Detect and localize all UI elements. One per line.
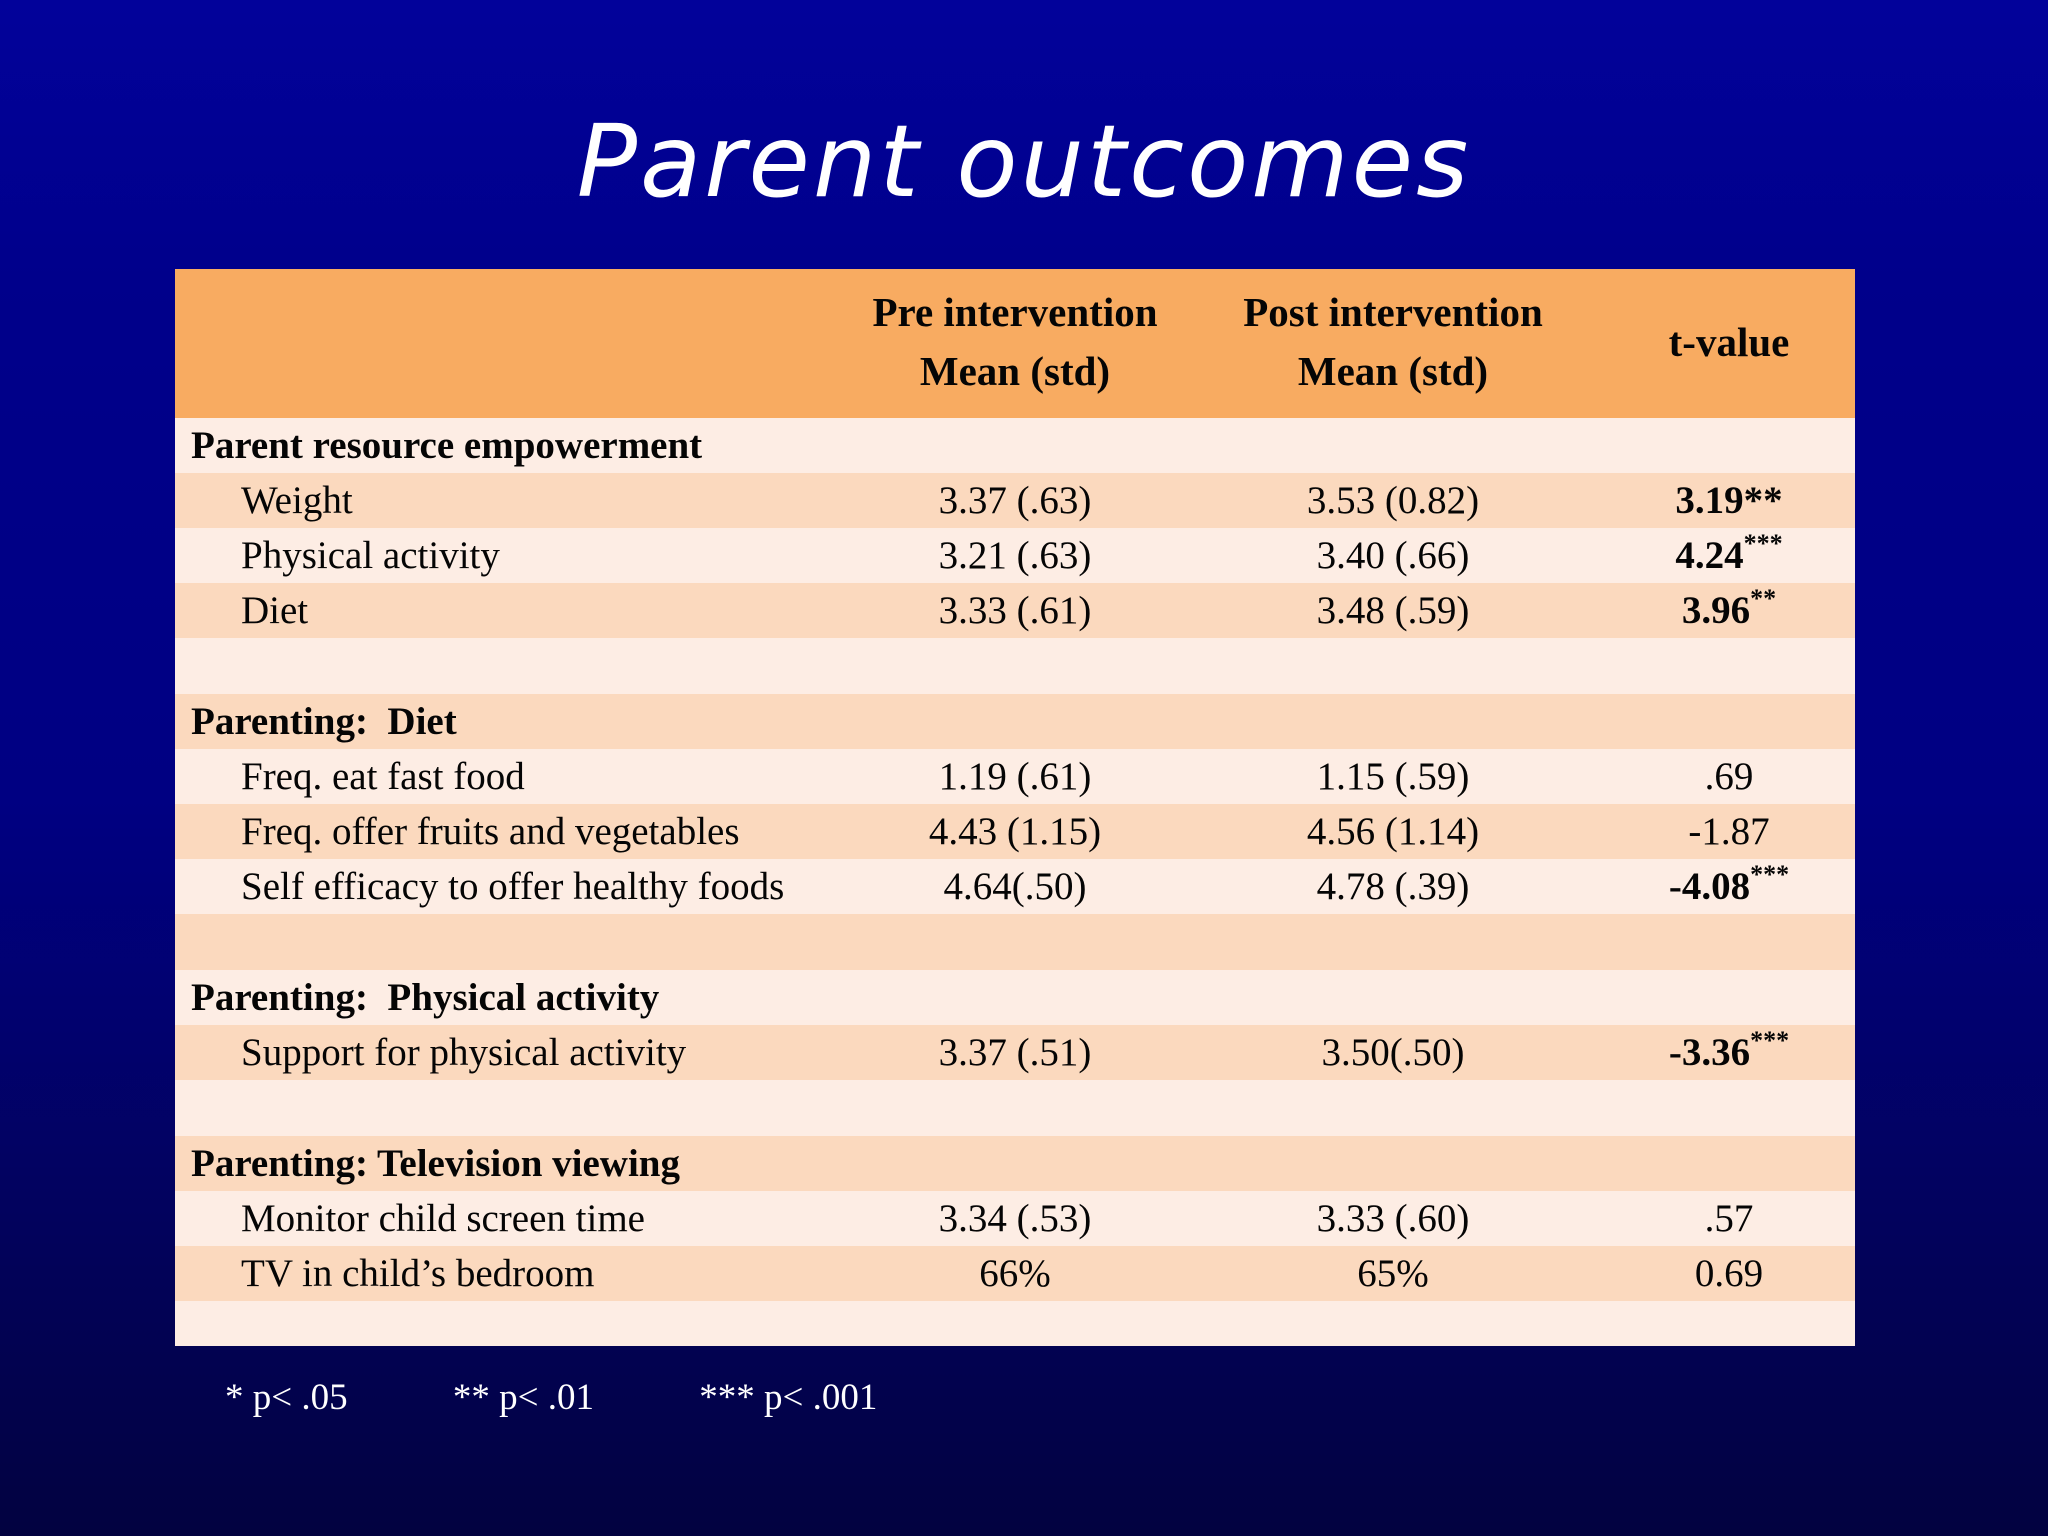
pre-mean-cell: 4.43 (1.15) xyxy=(928,809,1102,853)
table-row: Diet 3.33 (.61) 3.48 (.59) 3.96** xyxy=(175,582,1855,638)
spacer-thin-row xyxy=(175,1300,1855,1346)
pre-mean-cell: 3.21 (.63) xyxy=(938,533,1092,577)
table-body: Parent resource empowerment Weight 3.37 (.… xyxy=(175,417,1855,1346)
header-pre-intervention: Pre intervention Mean (std) xyxy=(847,269,1183,418)
table-header-row: Pre intervention Mean (std) Post interve… xyxy=(175,269,1855,418)
pre-mean-cell: 3.33 (.61) xyxy=(938,588,1092,632)
spacer-row xyxy=(175,1079,1855,1136)
measure-label: Support for physical activity xyxy=(241,1030,687,1074)
pre-mean-cell: 1.19 (.61) xyxy=(938,754,1092,798)
table-row: TV in child’s bedroom 66% 65% 0.69 xyxy=(175,1245,1855,1301)
significance-stars: *** xyxy=(1750,1025,1790,1055)
section-row: Parenting: Diet xyxy=(175,693,1855,749)
t-value-cell: .69 xyxy=(1704,754,1754,798)
post-mean-cell: 3.40 (.66) xyxy=(1316,533,1470,577)
footnote-p001: *** p< .001 xyxy=(699,1376,878,1418)
outcomes-table-container: Pre intervention Mean (std) Post interve… xyxy=(175,269,1855,1346)
spacer-row xyxy=(175,637,1855,694)
spacer-row xyxy=(175,913,1855,970)
pre-mean-cell: 3.34 (.53) xyxy=(938,1196,1092,1240)
post-mean-cell: 3.33 (.60) xyxy=(1316,1196,1470,1240)
pre-mean-cell: 3.37 (.51) xyxy=(938,1030,1092,1074)
post-mean-cell: 4.56 (1.14) xyxy=(1306,809,1480,853)
t-value-cell: -4.08*** xyxy=(1668,859,1790,908)
t-value-cell: 0.69 xyxy=(1694,1251,1764,1295)
t-value-cell: -3.36*** xyxy=(1668,1025,1790,1074)
table-row: Support for physical activity 3.37 (.51) 3… xyxy=(175,1024,1855,1080)
section-row: Parenting: Physical activity xyxy=(175,969,1855,1025)
post-mean-cell: 3.50(.50) xyxy=(1321,1030,1465,1074)
measure-label: Physical activity xyxy=(241,533,500,577)
header-empty-cell xyxy=(175,269,847,418)
measure-label: TV in child’s bedroom xyxy=(241,1251,595,1295)
pre-mean-cell: 3.37 (.63) xyxy=(938,478,1092,522)
t-value-cell: .57 xyxy=(1704,1196,1754,1240)
pre-mean-cell: 66% xyxy=(979,1251,1051,1295)
pre-mean-cell: 4.64(.50) xyxy=(943,864,1087,908)
section-row: Parenting: Television viewing xyxy=(175,1135,1855,1191)
t-value-cell: 3.96** xyxy=(1681,583,1777,632)
section-label: Parent resource empowerment xyxy=(191,423,703,467)
table-row: Physical activity 3.21 (.63) 3.40 (.66) 4.2… xyxy=(175,527,1855,583)
measure-label: Monitor child screen time xyxy=(241,1196,645,1240)
table-row: Freq. offer fruits and vegetables 4.43 (1… xyxy=(175,803,1855,859)
t-value-cell: 3.19** xyxy=(1675,478,1783,522)
measure-label: Diet xyxy=(241,588,309,632)
significance-stars: *** xyxy=(1750,859,1790,889)
header-t-value: t-value xyxy=(1603,269,1855,418)
parent-outcomes-table: Pre intervention Mean (std) Post interve… xyxy=(175,269,1855,1346)
t-value-cell: -1.87 xyxy=(1688,809,1770,853)
post-mean-cell: 4.78 (.39) xyxy=(1316,864,1470,908)
significance-footnote: * p< .05 ** p< .01 *** p< .001 xyxy=(225,1376,2048,1419)
section-row: Parent resource empowerment xyxy=(175,417,1855,473)
section-label: Parenting: Diet xyxy=(191,699,457,743)
post-mean-cell: 3.53 (0.82) xyxy=(1306,478,1480,522)
header-post-line2: Mean (std) xyxy=(1297,348,1489,395)
measure-label: Freq. eat fast food xyxy=(241,754,525,798)
measure-label: Weight xyxy=(241,478,353,522)
table-row: Monitor child screen time 3.34 (.53) 3.33 … xyxy=(175,1190,1855,1246)
header-pre-line2: Mean (std) xyxy=(919,348,1111,395)
post-mean-cell: 65% xyxy=(1357,1251,1429,1295)
measure-label: Freq. offer fruits and vegetables xyxy=(241,809,740,853)
t-value-cell: 4.24*** xyxy=(1675,528,1783,577)
header-post-line1: Post intervention xyxy=(1243,289,1543,335)
section-label: Parenting: Television viewing xyxy=(191,1141,680,1185)
post-mean-cell: 1.15 (.59) xyxy=(1316,754,1470,798)
slide-title: Parent outcomes xyxy=(576,103,1472,220)
significance-stars: ** xyxy=(1750,583,1777,613)
significance-stars: *** xyxy=(1743,528,1783,558)
header-post-intervention: Post intervention Mean (std) xyxy=(1183,269,1603,418)
post-mean-cell: 3.48 (.59) xyxy=(1316,588,1470,632)
measure-label: Self efficacy to offer healthy foods xyxy=(241,864,785,908)
table-row: Freq. eat fast food 1.19 (.61) 1.15 (.59).… xyxy=(175,748,1855,804)
table-row: Weight 3.37 (.63) 3.53 (0.82) 3.19** xyxy=(175,472,1855,528)
section-label: Parenting: Physical activity xyxy=(191,975,660,1019)
footnote-p01: ** p< .01 xyxy=(452,1376,594,1418)
header-pre-line1: Pre intervention xyxy=(872,289,1158,335)
table-row: Self efficacy to offer healthy foods 4.64… xyxy=(175,858,1855,914)
footnote-p05: * p< .05 xyxy=(225,1376,348,1418)
